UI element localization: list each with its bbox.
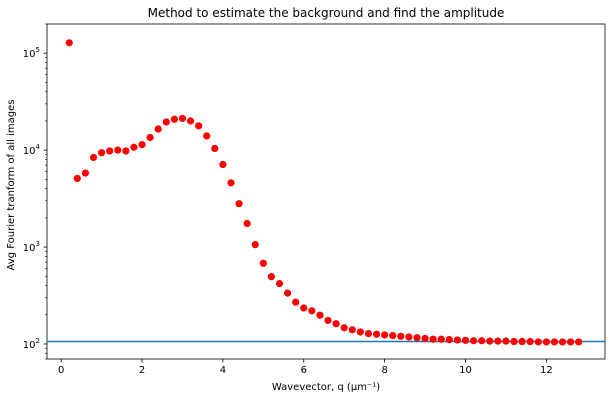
data-point bbox=[130, 143, 138, 151]
data-point bbox=[534, 338, 542, 346]
data-point bbox=[421, 334, 429, 343]
data-point bbox=[397, 332, 405, 340]
data-point bbox=[146, 133, 154, 142]
data-point bbox=[558, 338, 567, 346]
data-point bbox=[494, 337, 502, 345]
x-axis-ticks: 0 2 4 6 8 10 12 bbox=[58, 359, 553, 376]
data-point bbox=[372, 330, 381, 338]
chart-title: Method to estimate the background and fi… bbox=[148, 6, 505, 20]
x-tick-label: 6 bbox=[301, 365, 307, 376]
data-point bbox=[97, 149, 106, 157]
data-point bbox=[243, 219, 251, 228]
data-point bbox=[567, 338, 575, 346]
data-point bbox=[73, 174, 81, 183]
data-point bbox=[453, 336, 462, 344]
data-point bbox=[275, 279, 284, 288]
data-point bbox=[283, 289, 292, 297]
data-point bbox=[332, 320, 340, 328]
data-point bbox=[381, 331, 389, 339]
data-point bbox=[364, 329, 373, 338]
y-tick-label: 105 bbox=[23, 46, 40, 60]
data-point bbox=[227, 179, 235, 187]
x-tick-label: 10 bbox=[459, 365, 472, 376]
x-tick-label: 2 bbox=[139, 365, 145, 376]
data-point bbox=[413, 334, 421, 342]
data-point bbox=[162, 118, 170, 126]
data-point bbox=[405, 333, 413, 341]
data-point bbox=[542, 338, 550, 346]
data-point bbox=[292, 298, 300, 306]
y-tick-label: 102 bbox=[23, 337, 40, 351]
data-point bbox=[122, 147, 130, 155]
x-tick-label: 4 bbox=[220, 365, 226, 376]
data-point bbox=[65, 39, 73, 47]
data-point bbox=[469, 337, 478, 345]
data-point bbox=[356, 328, 364, 336]
data-point bbox=[114, 146, 122, 154]
data-point bbox=[518, 337, 526, 346]
x-tick-label: 12 bbox=[540, 365, 553, 376]
data-point bbox=[81, 169, 90, 177]
data-point bbox=[178, 114, 187, 123]
data-point bbox=[437, 335, 445, 343]
axes-frame bbox=[46, 23, 606, 360]
data-point bbox=[186, 117, 195, 125]
data-point bbox=[251, 240, 259, 249]
data-point bbox=[154, 125, 162, 133]
y-tick-label: 103 bbox=[23, 240, 40, 254]
data-point bbox=[461, 336, 470, 344]
data-point bbox=[429, 335, 437, 343]
data-point bbox=[324, 316, 332, 325]
data-point bbox=[526, 337, 534, 346]
data-point bbox=[308, 307, 316, 315]
data-point bbox=[316, 311, 324, 319]
y-axis-ticks: 102 103 104 105 bbox=[23, 23, 47, 360]
data-point bbox=[502, 337, 510, 345]
data-point bbox=[478, 337, 486, 345]
y-tick-label: 104 bbox=[23, 143, 41, 157]
data-point bbox=[300, 304, 308, 312]
x-axis-label: Wavevector, q (μm⁻¹) bbox=[272, 382, 380, 393]
data-point bbox=[89, 153, 98, 162]
data-point bbox=[203, 132, 211, 140]
x-tick-label: 8 bbox=[381, 365, 387, 376]
data-point bbox=[170, 115, 178, 123]
data-point bbox=[211, 144, 219, 153]
y-axis-label: Avg Fourier tranform of all images bbox=[6, 100, 17, 271]
data-point bbox=[340, 324, 348, 332]
data-point bbox=[106, 147, 114, 155]
data-point bbox=[219, 160, 227, 169]
x-tick-label: 0 bbox=[58, 365, 64, 376]
data-point bbox=[389, 332, 397, 340]
data-point bbox=[267, 273, 276, 281]
data-point bbox=[550, 338, 559, 346]
data-point bbox=[445, 335, 453, 344]
data-point bbox=[510, 337, 518, 346]
data-point bbox=[259, 259, 267, 267]
plot-content bbox=[47, 39, 605, 346]
data-point bbox=[138, 140, 146, 149]
data-point bbox=[486, 337, 494, 345]
data-point bbox=[195, 122, 203, 130]
plot-area bbox=[46, 23, 606, 360]
data-point bbox=[235, 200, 243, 208]
data-point bbox=[348, 326, 356, 334]
data-point bbox=[575, 338, 583, 346]
